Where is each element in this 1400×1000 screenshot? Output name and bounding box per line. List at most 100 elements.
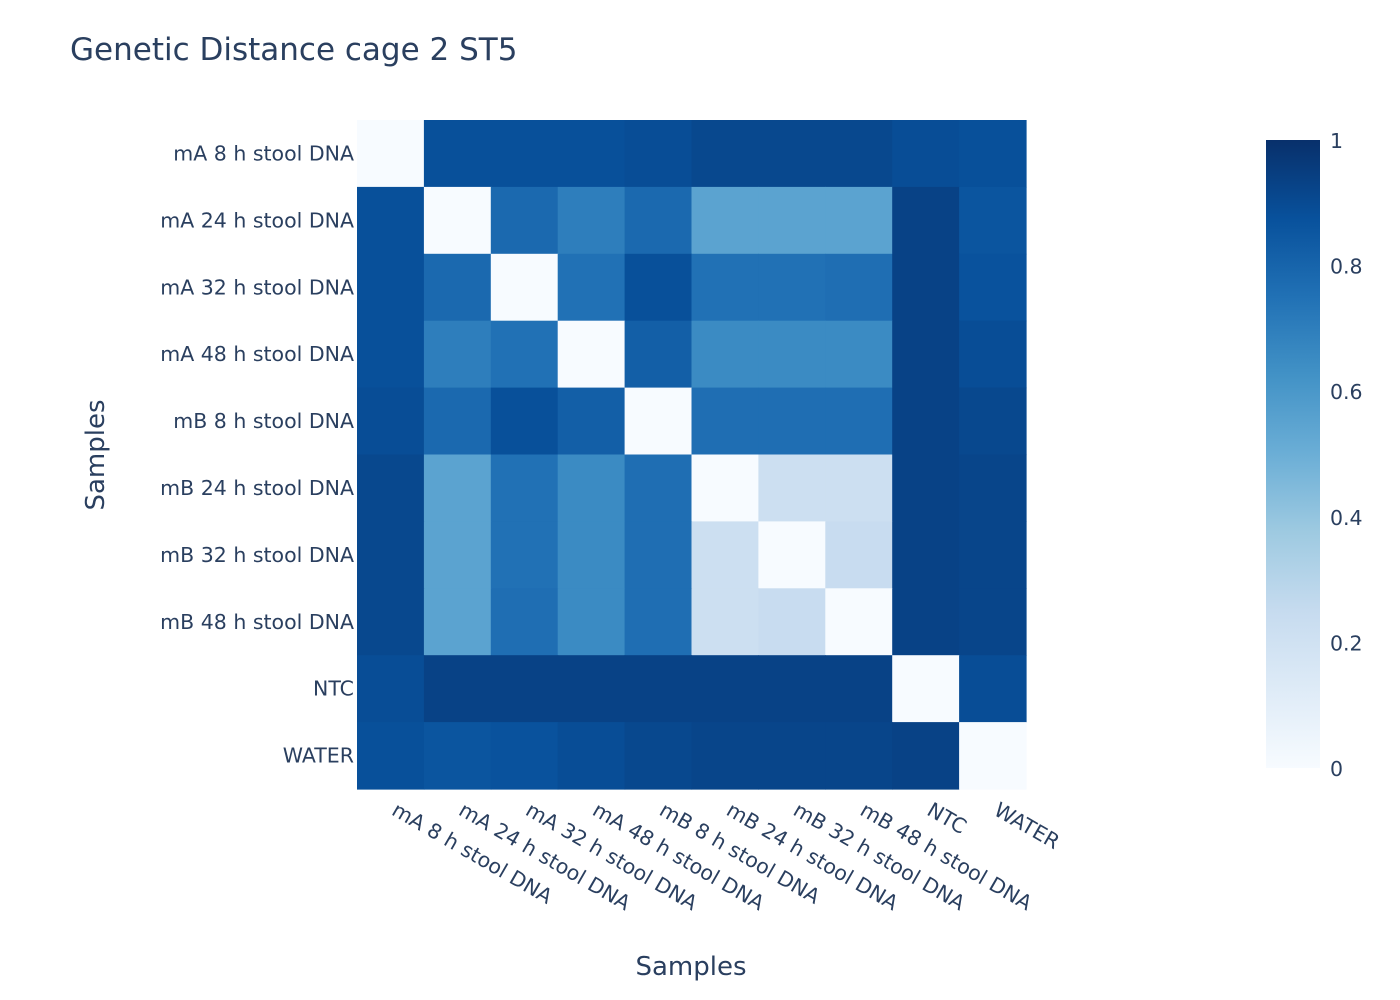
heatmap-cell xyxy=(490,655,559,723)
heatmap-cell xyxy=(357,588,425,656)
heatmap-cell xyxy=(557,722,626,790)
heatmap-cell xyxy=(959,253,1027,322)
heatmap-cell xyxy=(624,253,693,322)
heatmap-cell xyxy=(423,521,492,589)
heatmap-cell xyxy=(691,387,759,456)
heatmap-cell xyxy=(423,320,492,389)
colorbar-tick-label: 0.8 xyxy=(1330,255,1363,279)
heatmap-cell xyxy=(490,253,559,322)
x-axis-title: Samples xyxy=(635,952,746,982)
heatmap-cell xyxy=(825,454,893,522)
heatmap-cell xyxy=(825,320,893,389)
heatmap-cell xyxy=(892,588,960,656)
heatmap-cell xyxy=(892,521,960,589)
heatmap-cell xyxy=(357,655,425,723)
heatmap-cell xyxy=(624,387,693,456)
heatmap-cell xyxy=(892,387,960,456)
heatmap-cell xyxy=(959,454,1027,522)
heatmap-cell xyxy=(892,120,960,188)
heatmap-cell xyxy=(557,454,626,522)
heatmap-cell xyxy=(825,521,893,589)
heatmap-cell xyxy=(490,588,559,656)
heatmap-cell xyxy=(624,120,693,188)
chart-title: Genetic Distance cage 2 ST5 xyxy=(70,32,517,68)
colorbar-tick-label: 0.2 xyxy=(1330,631,1363,655)
y-tick-label: mA 8 h stool DNA xyxy=(173,141,354,165)
heatmap-cell xyxy=(892,454,960,522)
heatmap-cell xyxy=(490,521,559,589)
y-tick-label: mA 32 h stool DNA xyxy=(160,275,354,299)
colorbar-tick-label: 0 xyxy=(1330,757,1343,781)
heatmap-cell xyxy=(758,186,826,255)
heatmap-cell xyxy=(892,655,960,723)
heatmap-cell xyxy=(557,320,626,389)
heatmap-cell xyxy=(423,120,492,188)
heatmap-cell xyxy=(691,120,759,188)
heatmap-cell xyxy=(423,454,492,522)
heatmap-cell xyxy=(691,655,759,723)
heatmap-cell xyxy=(423,722,492,790)
heatmap-cell xyxy=(825,588,893,656)
heatmap-cell xyxy=(557,655,626,723)
heatmap-cell xyxy=(624,722,693,790)
heatmap-cell xyxy=(758,722,826,790)
heatmap-cell xyxy=(490,186,559,255)
colorbar xyxy=(1266,140,1320,768)
heatmap-cell xyxy=(825,655,893,723)
heatmap-cell xyxy=(825,253,893,322)
heatmap-cell xyxy=(691,253,759,322)
heatmap-cell xyxy=(892,320,960,389)
heatmap-cell xyxy=(758,253,826,322)
heatmap-cell xyxy=(624,655,693,723)
heatmap-cell xyxy=(423,253,492,322)
heatmap-cell xyxy=(423,387,492,456)
heatmap-cell xyxy=(490,722,559,790)
heatmap-cell xyxy=(490,320,559,389)
heatmap-cell xyxy=(959,588,1027,656)
heatmap-cell xyxy=(691,454,759,522)
heatmap-cell xyxy=(691,521,759,589)
heatmap-cell xyxy=(490,454,559,522)
colorbar-ticks: 0 0.2 0.4 0.6 0.8 1 xyxy=(1330,129,1363,781)
heatmap-cell xyxy=(624,521,693,589)
heatmap-cell xyxy=(959,722,1027,790)
heatmap-cell xyxy=(825,120,893,188)
heatmap-cell xyxy=(959,387,1027,456)
heatmap-cell xyxy=(758,120,826,188)
heatmap-cell xyxy=(691,186,759,255)
heatmap-cell xyxy=(691,320,759,389)
heatmap-cell xyxy=(357,521,425,589)
heatmap-cell xyxy=(557,253,626,322)
heatmap-cell xyxy=(758,655,826,723)
heatmap-cell xyxy=(423,588,492,656)
y-axis-title: Samples xyxy=(81,399,111,510)
x-tick-label: WATER xyxy=(990,798,1064,854)
heatmap-cell xyxy=(959,186,1027,255)
colorbar-tick-label: 0.6 xyxy=(1330,380,1363,404)
heatmap-cell xyxy=(892,186,960,255)
heatmap-cell xyxy=(758,387,826,456)
colorbar-tick-label: 0.4 xyxy=(1330,506,1363,530)
heatmap-cells xyxy=(357,120,1027,790)
y-tick-label: mA 24 h stool DNA xyxy=(160,208,354,232)
heatmap-cell xyxy=(959,521,1027,589)
heatmap-cell xyxy=(490,387,559,456)
heatmap-cell xyxy=(624,588,693,656)
heatmap-cell xyxy=(490,120,559,188)
heatmap-cell xyxy=(423,186,492,255)
heatmap-cell xyxy=(423,655,492,723)
heatmap-cell xyxy=(691,588,759,656)
y-tick-label: mB 8 h stool DNA xyxy=(173,409,354,433)
y-tick-label: mA 48 h stool DNA xyxy=(160,342,354,366)
colorbar-tick-label: 1 xyxy=(1330,129,1343,153)
heatmap-cell xyxy=(557,387,626,456)
heatmap-cell xyxy=(557,120,626,188)
heatmap-cell xyxy=(825,722,893,790)
heatmap-cell xyxy=(357,454,425,522)
y-tick-label: WATER xyxy=(283,744,354,768)
heatmap-cell xyxy=(357,120,425,188)
heatmap-cell xyxy=(357,186,425,255)
y-tick-label: mB 24 h stool DNA xyxy=(160,476,354,500)
